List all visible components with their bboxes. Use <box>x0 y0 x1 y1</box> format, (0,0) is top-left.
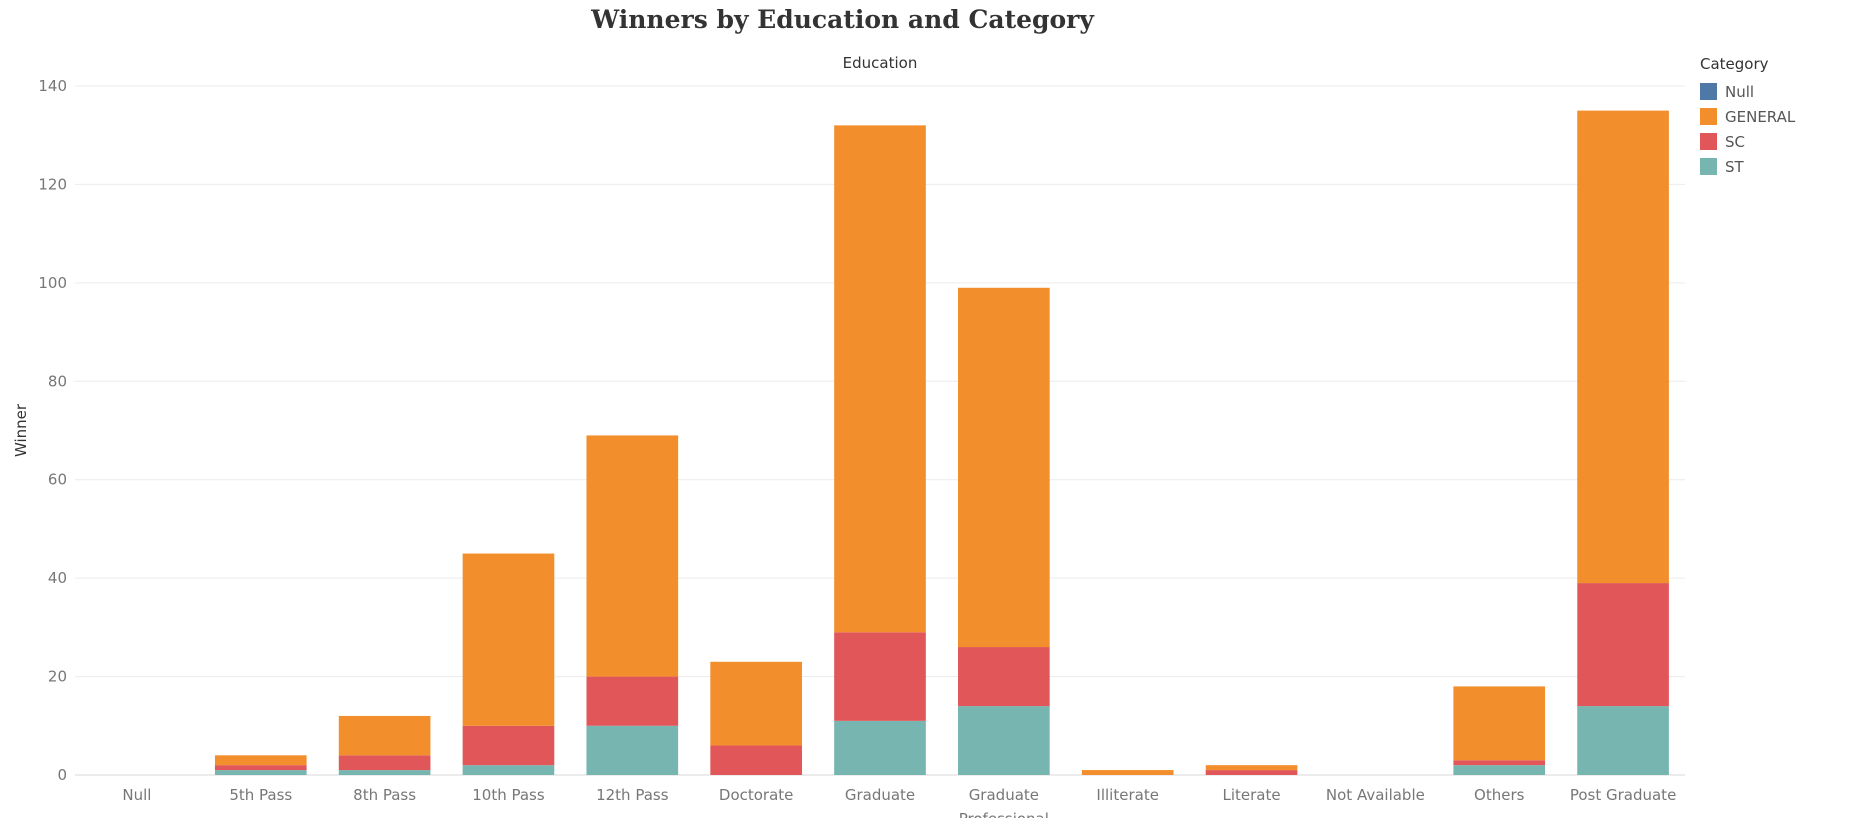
x-tick-label: Graduate <box>845 786 915 804</box>
bar-segment-general <box>586 435 679 677</box>
legend-label: ST <box>1725 157 1744 176</box>
bar-segment-sc <box>462 725 555 766</box>
bar-segment-general <box>710 661 802 746</box>
y-tick-label: 0 <box>57 766 67 784</box>
x-tick-label: 8th Pass <box>353 786 416 804</box>
legend-swatch <box>1700 133 1717 150</box>
bar-segment-st <box>834 720 926 775</box>
bar-segment-sc <box>586 676 679 726</box>
bar-segment-general <box>1453 686 1546 761</box>
y-tick-label: 120 <box>38 175 67 193</box>
x-tick-label: Null <box>122 786 151 804</box>
y-tick-label: 100 <box>38 274 67 292</box>
bar-segment-st <box>338 770 431 775</box>
bar-segment-general <box>338 715 431 756</box>
bar-segment-sc <box>710 745 802 775</box>
legend-label: SC <box>1725 132 1745 151</box>
legend-item: Null <box>1700 79 1795 104</box>
bar-segment-st <box>958 706 1050 775</box>
legend-swatch <box>1700 158 1717 175</box>
bar-segment-sc <box>1205 770 1298 775</box>
legend-label: Null <box>1725 82 1755 101</box>
bar-segment-st <box>1453 765 1546 775</box>
bar-segment-sc <box>1453 760 1546 766</box>
stacked-bar-chart: 0 20 40 60 80 100 120 140 Education Winner Null 5th… <box>12 54 1685 818</box>
legend: Category Null GENERAL SC ST <box>1700 55 1795 179</box>
bar-segment-st <box>1577 706 1669 775</box>
bar-segment-st <box>214 770 307 775</box>
x-axis-title: Education <box>843 54 918 72</box>
bar-segment-st <box>586 725 679 775</box>
bar-segment-general <box>1205 765 1298 771</box>
bar-segment-sc <box>1577 583 1669 707</box>
y-axis-title: Winner <box>12 403 30 457</box>
legend-label: GENERAL <box>1725 107 1796 126</box>
x-tick-label: 10th Pass <box>472 786 545 804</box>
x-tick-label: 5th Pass <box>229 786 292 804</box>
legend-swatch <box>1700 83 1717 100</box>
x-tick-label: Not Available <box>1326 786 1425 804</box>
x-tick-label: Illiterate <box>1096 786 1159 804</box>
x-tick-label: Post Graduate <box>1570 786 1676 804</box>
bar-segment-sc <box>834 632 926 721</box>
y-tick-label: 80 <box>48 372 67 390</box>
x-tick-label: 12th Pass <box>596 786 669 804</box>
bar-segment-st <box>462 765 555 775</box>
bar-segment-general <box>1577 110 1669 584</box>
legend-items: Null GENERAL SC ST <box>1700 79 1795 179</box>
x-tick-label: Literate <box>1222 786 1280 804</box>
legend-item: ST <box>1700 154 1795 179</box>
bar-segment-general <box>834 125 926 633</box>
x-tick-label: Professional <box>959 810 1049 818</box>
bar-segment-general <box>462 553 555 726</box>
bar-segment-general <box>214 755 307 766</box>
bar-segment-sc <box>338 755 431 771</box>
bar-segment-sc <box>958 647 1050 707</box>
y-tick-label: 40 <box>48 569 67 587</box>
bar-segment-general <box>1081 770 1174 775</box>
bar-segment-general <box>958 287 1050 648</box>
legend-item: GENERAL <box>1700 104 1795 129</box>
x-tick-label: Others <box>1474 786 1525 804</box>
y-tick-label: 60 <box>48 471 67 489</box>
y-tick-label: 20 <box>48 668 67 686</box>
legend-title: Category <box>1700 55 1769 73</box>
x-tick-label: Doctorate <box>719 786 794 804</box>
legend-item: SC <box>1700 129 1795 154</box>
y-tick-label: 140 <box>38 77 67 95</box>
legend-swatch <box>1700 108 1717 125</box>
chart-title: Winners by Education and Category <box>591 5 1094 34</box>
bar-segment-sc <box>214 765 307 771</box>
x-tick-label: Graduate <box>969 786 1039 804</box>
